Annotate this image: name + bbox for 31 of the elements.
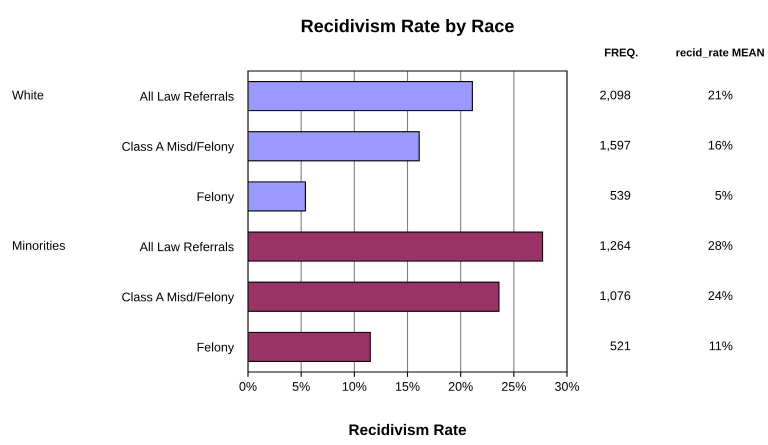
y-tick-label: Felony bbox=[198, 342, 234, 354]
y-tick-label: Class A Misd/Felony bbox=[122, 142, 234, 154]
x-tick-label: 0% bbox=[239, 382, 257, 391]
text: 1,076 bbox=[600, 291, 630, 302]
text: 1,264 bbox=[600, 241, 630, 252]
x-tick-label: 20% bbox=[448, 382, 473, 391]
x-tick-label: 5% bbox=[292, 382, 310, 391]
data-label: 24% bbox=[708, 291, 732, 300]
text: Minorities bbox=[12, 240, 65, 250]
text: FREQ. bbox=[604, 48, 638, 58]
x-tick-label: 15% bbox=[396, 382, 420, 391]
data-label: 21% bbox=[708, 90, 732, 100]
text: 539 bbox=[610, 190, 630, 200]
x-tick-label: 10% bbox=[342, 382, 366, 391]
y-tick-label: All Law Referrals bbox=[140, 92, 234, 101]
y-tick-label: Class A Misd/Felony bbox=[122, 292, 234, 304]
chart-title: Recidivism Rate by Race bbox=[302, 19, 514, 36]
text: recid_rate MEAN bbox=[676, 48, 764, 58]
data-label: 5% bbox=[715, 190, 732, 200]
x-tick-label: 25% bbox=[502, 382, 526, 391]
text: 521 bbox=[610, 341, 630, 350]
x-axis-title: Recidivism Rate bbox=[350, 424, 466, 436]
x-tick-label: 30% bbox=[554, 382, 580, 391]
text: 1,597 bbox=[600, 140, 630, 152]
text: 2,098 bbox=[600, 90, 630, 101]
y-tick-label: Felony bbox=[198, 192, 234, 204]
text: White bbox=[12, 90, 44, 100]
data-label: 11% bbox=[710, 341, 732, 350]
y-tick-label: All Law Referrals bbox=[140, 242, 234, 252]
data-label: 28% bbox=[708, 241, 732, 250]
data-label: 16% bbox=[708, 140, 732, 150]
